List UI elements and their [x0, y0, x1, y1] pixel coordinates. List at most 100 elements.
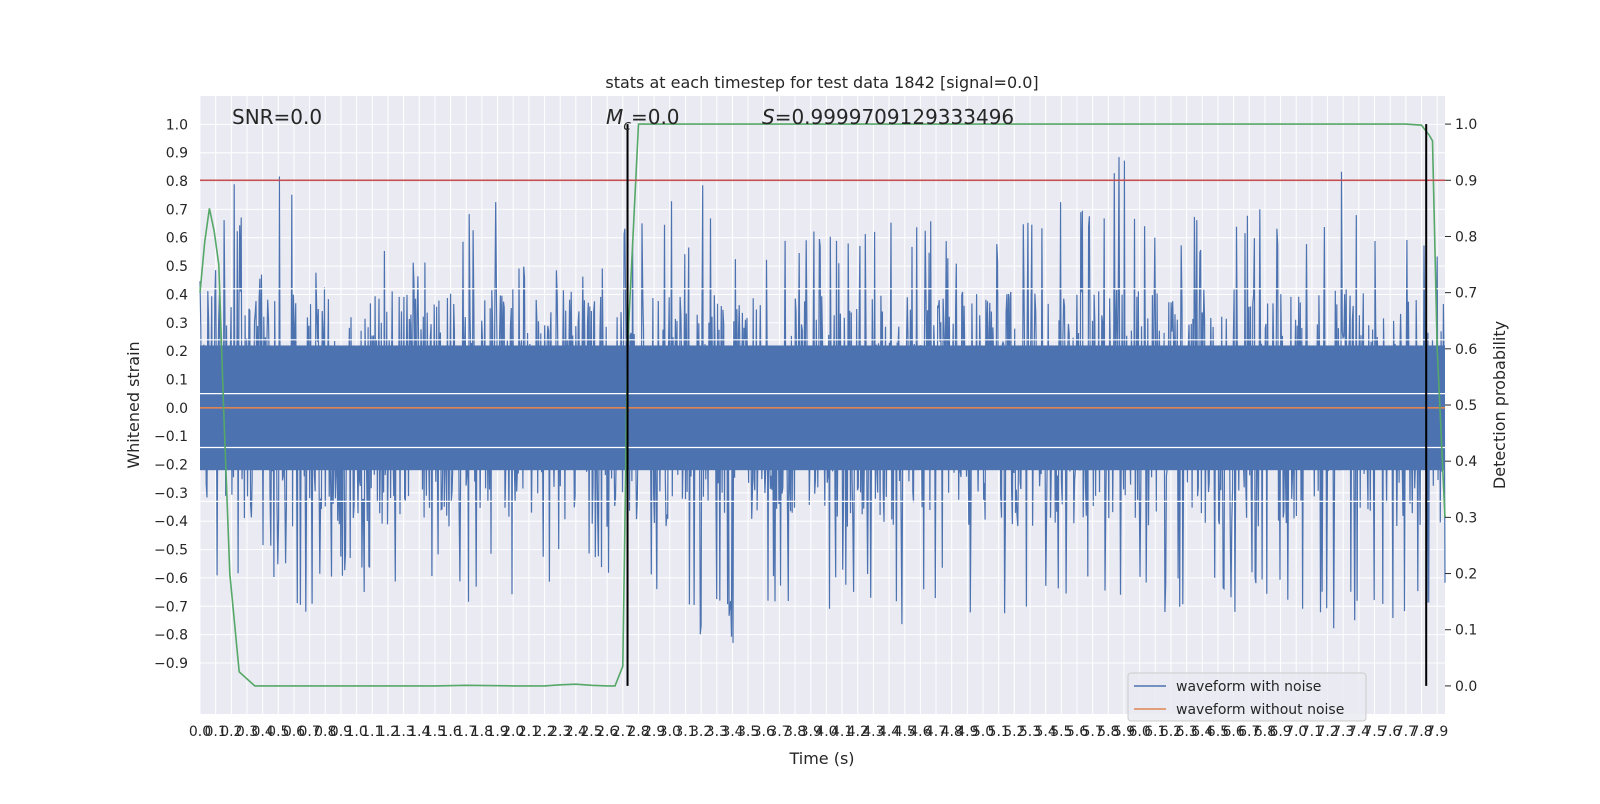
- x-tick-label: 5.3: [1019, 724, 1041, 740]
- y-tick-label: −0.4: [154, 514, 188, 530]
- x-tick-label: 0.4: [252, 724, 274, 740]
- x-tick-label: 1.7: [455, 724, 477, 740]
- y-tick-label: −0.6: [154, 571, 188, 587]
- x-tick-label: 5.0: [972, 724, 994, 740]
- chart-title: stats at each timestep for test data 184…: [605, 73, 1038, 92]
- x-tick-label: 4.0: [815, 724, 837, 740]
- chirp-mass-annotation: Mc=0.0: [606, 105, 680, 134]
- x-tick-label: 3.8: [784, 724, 806, 740]
- legend-label-noise: waveform with noise: [1176, 679, 1321, 695]
- legend-label-clean: waveform without noise: [1176, 702, 1344, 718]
- x-tick-label: 1.2: [377, 724, 399, 740]
- y-tick-label: 0.2: [166, 344, 188, 360]
- y-tick-label: −0.2: [154, 458, 188, 474]
- x-tick-label: 2.0: [502, 724, 524, 740]
- y-tick-label: −0.8: [154, 628, 188, 644]
- x-tick-label: 3.7: [768, 724, 790, 740]
- x-tick-label: 7.6: [1379, 724, 1401, 740]
- y-tick-label: −0.5: [154, 543, 188, 559]
- x-tick-label: 6.5: [1207, 724, 1229, 740]
- chirp-mass-subscript: c: [623, 118, 631, 134]
- y-tick-label: 0.0: [166, 401, 188, 417]
- x-tick-label: 7.1: [1301, 724, 1323, 740]
- x-tick-label: 6.0: [1128, 724, 1150, 740]
- y-tick-label: 0.7: [166, 202, 188, 218]
- y-tick-label: 0.9: [166, 146, 188, 162]
- x-tick-label: 7.5: [1363, 724, 1385, 740]
- x-tick-label: 2.8: [627, 724, 649, 740]
- y2-tick-label: 0.0: [1455, 679, 1477, 695]
- y2-tick-label: 0.9: [1455, 173, 1477, 189]
- y2-tick-label: 0.8: [1455, 229, 1477, 245]
- x-tick-label: 0.6: [283, 724, 305, 740]
- x-tick-label: 6.9: [1269, 724, 1291, 740]
- score-value: =0.9999709129333496: [775, 105, 1014, 129]
- y2-tick-label: 0.7: [1455, 286, 1477, 302]
- x-tick-label: 4.9: [956, 724, 978, 740]
- x-tick-label: 1.8: [471, 724, 493, 740]
- x-tick-label: 5.6: [1066, 724, 1088, 740]
- x-tick-label: 5.5: [1050, 724, 1072, 740]
- score-symbol: S: [762, 105, 775, 129]
- score-annotation: S=0.9999709129333496: [762, 105, 1014, 129]
- chirp-mass-symbol: M: [606, 105, 623, 129]
- x-tick-label: 2.4: [565, 724, 587, 740]
- x-tick-label: 1.9: [486, 724, 508, 740]
- snr-annotation: SNR=0.0: [232, 105, 322, 129]
- x-tick-label: 2.9: [643, 724, 665, 740]
- x-tick-label: 5.1: [988, 724, 1010, 740]
- x-tick-label: 0.3: [236, 724, 258, 740]
- x-tick-label: 6.6: [1222, 724, 1244, 740]
- y-tick-label: 0.6: [166, 231, 188, 247]
- x-tick-label: 6.4: [1191, 724, 1213, 740]
- x-tick-label: 2.3: [549, 724, 571, 740]
- y2-tick-label: 0.5: [1455, 398, 1477, 414]
- x-tick-label: 4.4: [878, 724, 900, 740]
- x-tick-label: 4.2: [847, 724, 869, 740]
- x-tick-label: 6.1: [1144, 724, 1166, 740]
- legend: waveform with noise waveform without noi…: [1127, 672, 1367, 722]
- x-tick-label: 3.3: [706, 724, 728, 740]
- y-tick-label: 0.4: [166, 287, 188, 303]
- y-tick-label: −0.1: [154, 429, 188, 445]
- x-tick-label: 2.6: [596, 724, 618, 740]
- x-tick-label: 7.2: [1316, 724, 1338, 740]
- y-tick-label: 1.0: [166, 117, 188, 133]
- y-axis-label: Whitened strain: [124, 341, 143, 468]
- x-tick-label: 0.9: [330, 724, 352, 740]
- y-tick-label: −0.3: [154, 486, 188, 502]
- y2-tick-label: 0.4: [1455, 454, 1477, 470]
- y-tick-label: 0.1: [166, 372, 188, 388]
- x-tick-label: 3.9: [800, 724, 822, 740]
- y-tick-label: −0.9: [154, 656, 188, 672]
- x-axis-label: Time (s): [788, 749, 854, 768]
- x-tick-label: 7.0: [1285, 724, 1307, 740]
- y2-tick-label: 0.3: [1455, 510, 1477, 526]
- x-tick-label: 6.7: [1238, 724, 1260, 740]
- x-tick-label: 1.0: [345, 724, 367, 740]
- x-tick-label: 2.2: [533, 724, 555, 740]
- x-tick-label: 3.5: [737, 724, 759, 740]
- x-tick-label: 6.8: [1254, 724, 1276, 740]
- y2-tick-label: 0.2: [1455, 567, 1477, 583]
- x-tick-label: 0.0: [189, 724, 211, 740]
- y2-tick-label: 0.6: [1455, 342, 1477, 358]
- chirp-mass-value: =0.0: [631, 105, 680, 129]
- x-tick-label: 1.4: [408, 724, 430, 740]
- x-tick-label: 4.1: [831, 724, 853, 740]
- x-tick-label: 7.3: [1332, 724, 1354, 740]
- x-tick-label: 4.7: [925, 724, 947, 740]
- x-tick-label: 7.4: [1348, 724, 1370, 740]
- x-tick-label: 4.6: [909, 724, 931, 740]
- x-tick-label: 3.6: [753, 724, 775, 740]
- x-tick-label: 5.9: [1113, 724, 1135, 740]
- x-tick-label: 4.8: [941, 724, 963, 740]
- x-tick-label: 2.7: [612, 724, 634, 740]
- y2-tick-label: 1.0: [1455, 117, 1477, 133]
- x-tick-label: 4.5: [894, 724, 916, 740]
- x-tick-label: 3.2: [690, 724, 712, 740]
- x-tick-label: 6.2: [1160, 724, 1182, 740]
- x-tick-label: 5.4: [1035, 724, 1057, 740]
